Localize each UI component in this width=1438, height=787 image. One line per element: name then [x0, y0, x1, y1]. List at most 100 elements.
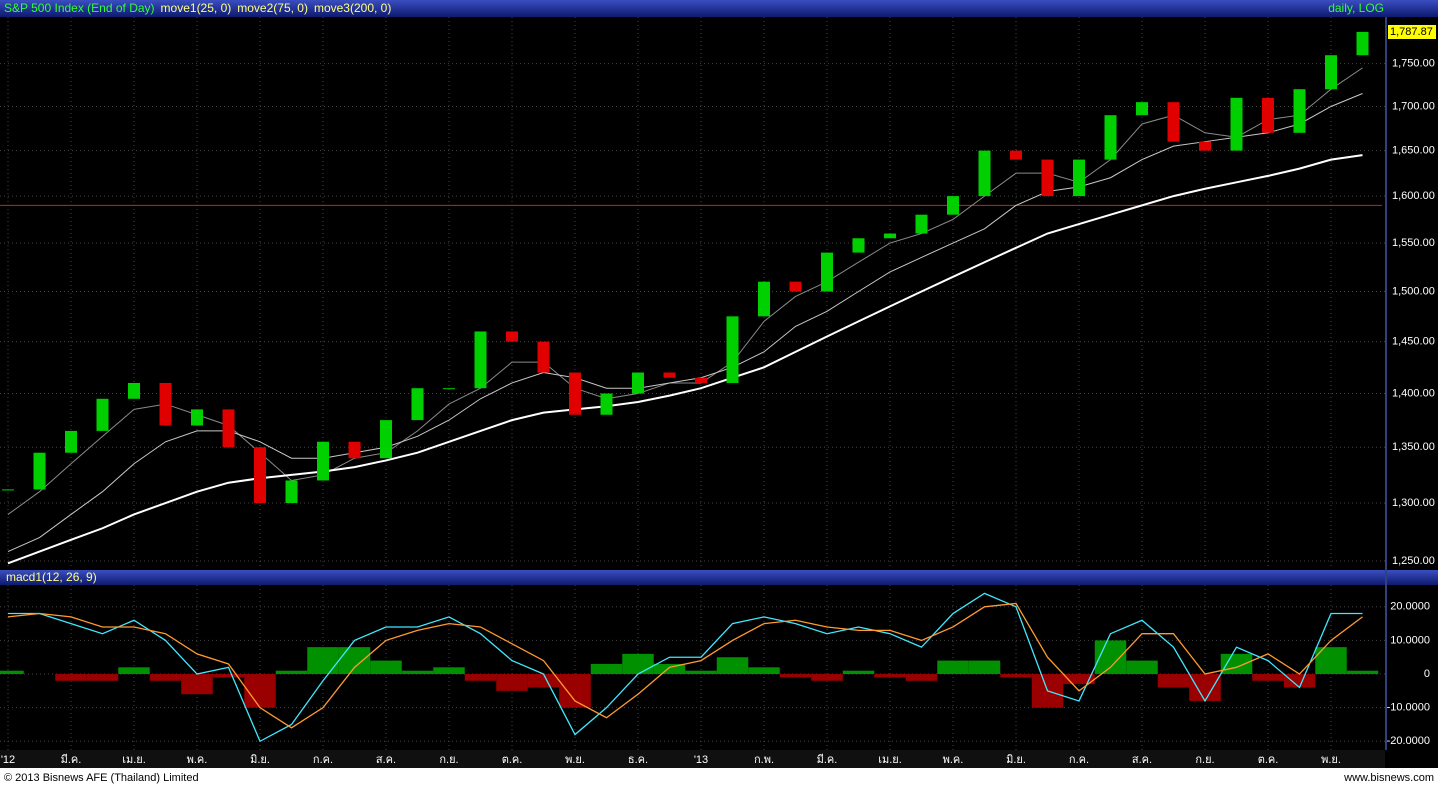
copyright: © 2013 Bisnews AFE (Thailand) Limited — [4, 772, 199, 784]
x-tick-label: ต.ค. — [1258, 754, 1279, 766]
y-tick-label: 1,600.00 — [1392, 190, 1435, 202]
candle — [380, 420, 392, 459]
x-tick-label: ก.ค. — [1069, 754, 1089, 766]
x-tick-label: มิ.ย. — [250, 754, 270, 766]
candle — [1073, 159, 1085, 197]
y-tick-label: 1,450.00 — [1392, 336, 1435, 348]
macd-header-bar — [0, 570, 1438, 585]
histogram-bar — [842, 670, 875, 675]
histogram-bar — [1000, 674, 1032, 678]
histogram-bar — [275, 670, 308, 675]
histogram-bar — [1346, 670, 1379, 675]
candle — [65, 430, 77, 453]
candle — [947, 196, 959, 215]
histogram-bar — [779, 674, 812, 678]
x-tick-label: เม.ย. — [878, 754, 902, 766]
candle — [1356, 31, 1369, 56]
histogram-bar — [1283, 674, 1316, 688]
footer-bar — [0, 768, 1438, 787]
y-tick-label: -20.0000 — [1387, 735, 1430, 747]
y-tick-label: 10.0000 — [1390, 634, 1430, 646]
histogram-bar — [464, 674, 497, 681]
candle — [1010, 150, 1022, 160]
candle — [159, 382, 172, 426]
x-tick-label: มิ.ย. — [1006, 754, 1026, 766]
histogram-bar — [748, 667, 780, 675]
candle — [915, 214, 928, 234]
candle — [2, 489, 14, 491]
legend-entry: move1(25, 0) — [161, 1, 232, 15]
y-tick-label: 1,750.00 — [1392, 58, 1435, 70]
x-tick-label: พ.ย. — [565, 754, 585, 766]
histogram-bar — [401, 670, 434, 675]
candle — [443, 388, 455, 390]
legend-entry: move2(75, 0) — [237, 1, 308, 15]
axis-divider — [1385, 17, 1387, 750]
x-tick-label: ต.ค. — [502, 754, 523, 766]
candle — [978, 150, 991, 197]
candle — [474, 331, 487, 389]
last-price-box — [1388, 24, 1436, 39]
candle — [1262, 97, 1274, 133]
x-tick-label: พ.ย. — [1321, 754, 1341, 766]
histogram-bar — [1157, 674, 1190, 688]
histogram-bar — [118, 667, 150, 675]
candle — [537, 341, 550, 373]
histogram-bar — [496, 674, 528, 691]
histogram-bar — [590, 663, 623, 675]
y-tick-label: 20.0000 — [1390, 601, 1430, 613]
candle — [348, 441, 361, 459]
legend-entry: move3(200, 0) — [314, 1, 391, 15]
histogram-bar — [1315, 647, 1347, 675]
histogram-bar — [716, 657, 749, 675]
histogram-bar — [653, 663, 686, 675]
x-tick-label: ก.ย. — [439, 754, 458, 766]
x-tick-label: '12 — [1, 754, 15, 766]
histogram-bar — [968, 660, 1001, 675]
x-tick-label: '13 — [694, 754, 708, 766]
candle — [632, 372, 644, 394]
candle — [852, 238, 865, 253]
candle — [222, 409, 235, 448]
candle — [96, 398, 109, 431]
histogram-bar — [685, 670, 717, 675]
histogram-bar — [212, 674, 245, 678]
candle — [317, 441, 329, 481]
candle — [1325, 55, 1337, 90]
histogram-bar — [874, 674, 906, 678]
moving-average — [7, 154, 1363, 565]
candle — [695, 377, 707, 383]
candle — [726, 316, 739, 383]
histogram-bar — [559, 674, 591, 708]
x-tick-label: เม.ย. — [122, 754, 146, 766]
macd-line — [7, 602, 1363, 729]
candle — [789, 281, 802, 292]
candle — [1293, 89, 1306, 133]
candle — [191, 409, 203, 426]
y-tick-label: 1,350.00 — [1392, 441, 1435, 453]
candle — [128, 382, 140, 399]
histogram-bar — [1063, 674, 1095, 685]
y-tick-label: 1,400.00 — [1392, 387, 1435, 399]
histogram-bar — [55, 674, 87, 681]
histogram-bar — [338, 647, 371, 675]
x-tick-label: มี.ค. — [817, 753, 838, 766]
scale-label: daily, LOG — [1328, 1, 1384, 15]
x-tick-label: ก.ย. — [1195, 754, 1214, 766]
website: www.bisnews.com — [1343, 772, 1434, 784]
candle — [285, 480, 298, 504]
y-tick-label: 1,300.00 — [1392, 497, 1435, 509]
header-bar — [0, 0, 1438, 17]
candle — [569, 372, 581, 415]
y-tick-label: 1,550.00 — [1392, 237, 1435, 249]
moving-average — [7, 67, 1363, 515]
candle — [1230, 97, 1243, 151]
candle — [1167, 102, 1180, 142]
candle — [1136, 102, 1148, 116]
candle — [821, 252, 833, 292]
candle — [1199, 141, 1211, 151]
histogram-bar — [1126, 660, 1158, 675]
histogram-bar — [244, 674, 276, 708]
x-tick-label: ส.ค. — [376, 754, 396, 766]
